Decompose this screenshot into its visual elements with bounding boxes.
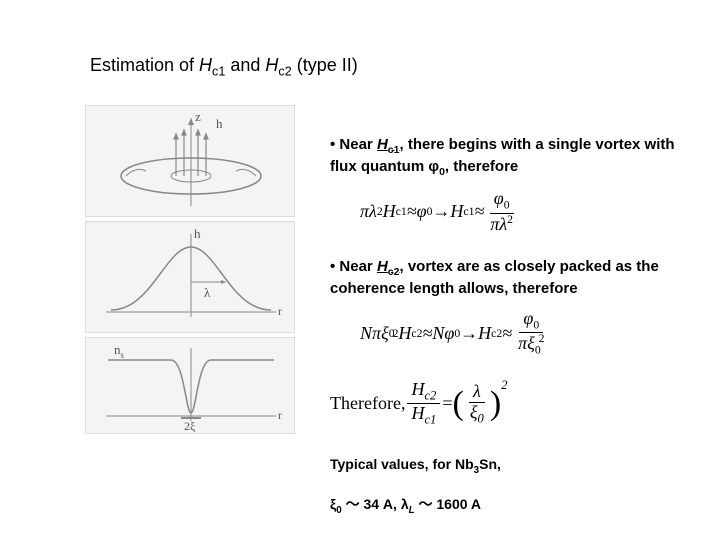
t-post: (type II) [292,55,358,75]
eq3-pre: Therefore, [330,393,405,414]
p2-bullet: • Near [330,258,377,275]
typical-line1: Typical values, for Nb3Sn, [330,456,675,476]
label-z: z [195,109,201,124]
h-profile-svg: h r λ [86,222,296,332]
figure-vortex-3d: z h [85,105,295,217]
ns-profile-svg: ns r 2ξ [86,338,296,433]
frac-hc2: φ0 πξ02 [514,309,548,358]
t-pre: Estimation of [90,55,199,75]
label-h: h [194,226,201,241]
p1-r2: , therefore [445,158,518,175]
para-hc1: • Near Hc1, there begins with a single v… [330,135,675,179]
t-c2: c2 [278,65,291,79]
figure-h-profile: h r λ [85,221,295,333]
equation-hc1: πλ2Hc1 ≈ φ0 → Hc1 ≈ φ0 πλ2 [360,189,675,234]
label-r1: r [278,304,282,318]
t-c1: c1 [212,65,225,79]
equation-ratio: Therefore, Hc2 Hc1 = ( λ ξ0 ) 2 [330,380,675,428]
vortex-3d-svg: z h [86,106,296,216]
frac-hc1: φ0 πλ2 [486,189,517,234]
label-2xi: 2ξ [184,419,196,433]
label-ns: ns [114,342,125,360]
p1-hc1: Hc1 [377,136,400,153]
slide-title: Estimation of Hc1 and Hc2 (type II) [90,55,358,79]
t-H2: H [265,55,278,75]
figure-column: z h h r λ ns r 2ξ [85,105,295,438]
frac-ratio-left: Hc2 Hc1 [407,380,440,428]
t-H1: H [199,55,212,75]
figure-ns-profile: ns r 2ξ [85,337,295,434]
label-r2: r [278,408,282,422]
p1-bullet: • Near [330,136,377,153]
p2-hc2: Hc2 [377,258,400,275]
label-h-3d: h [216,116,223,131]
equation-hc2: Nπξ02Hc2 ≈ Nφ0 → Hc2 ≈ φ0 πξ02 [360,309,675,358]
label-lambda: λ [204,285,211,300]
frac-ratio-right: ( λ ξ0 ) 2 [453,382,508,426]
text-column: • Near Hc1, there begins with a single v… [330,135,675,515]
t-and: and [225,55,265,75]
p1-phi: φ [428,158,439,175]
para-hc2: • Near Hc2, vortex are as closely packed… [330,257,675,299]
typical-line2: ξ0 ～ 34 A, λL ～ 1600 A [330,494,675,516]
